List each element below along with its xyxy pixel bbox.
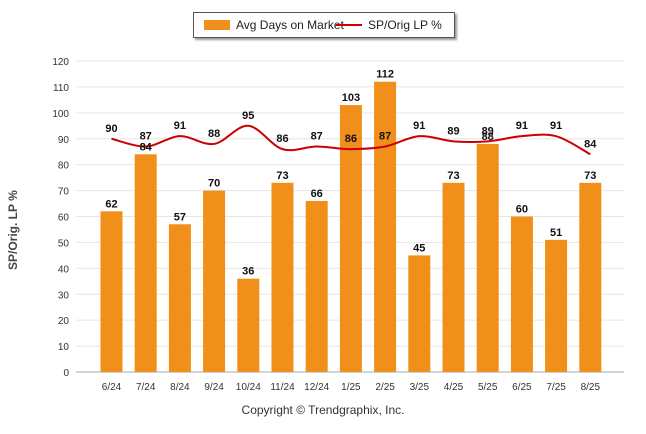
y-axis: 0 10 20 30 40 50 60 70 80 90 100 110 120 — [52, 57, 69, 379]
bar-series — [100, 81, 602, 372]
y-tick-label: 80 — [58, 161, 70, 172]
x-tick-label: 4/25 — [444, 382, 464, 393]
y-tick-label: 30 — [58, 290, 70, 301]
y-tick-label: 40 — [58, 264, 70, 275]
x-tick-label: 5/25 — [478, 382, 498, 393]
x-tick-label: 7/25 — [546, 382, 566, 393]
y-tick-label: 50 — [58, 238, 70, 249]
y-axis-title: SP/Orig. LP % — [6, 190, 20, 270]
bar-data-label: 84 — [140, 141, 153, 153]
x-tick-label: 12/24 — [304, 382, 329, 393]
line-data-label: 89 — [482, 125, 494, 137]
bar-data-label: 73 — [447, 170, 459, 182]
bar — [408, 255, 431, 372]
bar-data-label: 57 — [174, 211, 186, 223]
y-tick-label: 20 — [58, 316, 70, 327]
x-tick-label: 10/24 — [236, 382, 261, 393]
legend-item-line[interactable]: SP/Orig LP % — [336, 17, 442, 33]
x-tick-label: 8/24 — [170, 382, 190, 393]
line-data-label: 91 — [550, 120, 562, 132]
bar-data-label: 103 — [342, 92, 360, 104]
line-data-label: 95 — [242, 110, 254, 122]
line-data-label: 87 — [311, 131, 323, 143]
bar-data-label: 66 — [311, 188, 323, 200]
x-axis: 6/24 7/24 8/24 9/24 10/24 11/24 12/24 1/25 2/25 3… — [102, 382, 601, 393]
legend-swatch-line — [336, 24, 362, 26]
y-tick-label: 120 — [52, 57, 69, 68]
y-tick-label: 10 — [58, 342, 70, 353]
legend-label-bar: Avg Days on Market — [236, 18, 344, 32]
line-path — [111, 124, 591, 156]
bar-data-label: 73 — [276, 170, 288, 182]
bar-data-label: 70 — [208, 178, 220, 190]
bar-data-label: 62 — [105, 198, 117, 210]
bar — [168, 224, 191, 372]
x-tick-label: 1/25 — [341, 382, 361, 393]
legend-label-line: SP/Orig LP % — [368, 18, 442, 32]
bar — [476, 143, 499, 372]
data-labels: 62 84 57 70 36 73 66 103 112 45 73 88 60 51 73 90 87 91 88… — [105, 69, 597, 278]
bar-data-label: 36 — [242, 266, 254, 278]
y-tick-label: 0 — [63, 368, 69, 379]
line-data-label: 91 — [174, 120, 186, 132]
bar — [510, 216, 533, 372]
x-tick-label: 9/24 — [204, 382, 224, 393]
line-data-label: 88 — [208, 128, 220, 140]
bar-data-label: 112 — [376, 69, 394, 81]
bar — [545, 239, 568, 372]
x-tick-label: 6/25 — [512, 382, 532, 393]
legend-swatch-bar — [204, 20, 230, 30]
y-tick-label: 60 — [58, 213, 70, 224]
bar — [305, 200, 328, 372]
bar — [134, 154, 157, 372]
line-data-label: 84 — [584, 138, 597, 150]
x-tick-label: 7/24 — [136, 382, 156, 393]
bar — [442, 182, 465, 372]
x-tick-label: 2/25 — [375, 382, 395, 393]
bar-data-label: 88 — [482, 131, 494, 143]
x-tick-label: 6/24 — [102, 382, 122, 393]
bar-data-label: 51 — [550, 227, 562, 239]
legend-item-bar[interactable]: Avg Days on Market — [204, 17, 344, 33]
y-tick-label: 100 — [52, 109, 69, 120]
line-series — [111, 124, 591, 156]
bar — [100, 211, 123, 372]
copyright-text: Copyright © Trendgraphix, Inc. — [241, 403, 405, 417]
bar — [579, 182, 602, 372]
legend: Avg Days on Market SP/Orig LP % — [193, 12, 455, 38]
line-data-label: 87 — [379, 131, 391, 143]
line-data-label: 90 — [105, 123, 117, 135]
bar — [237, 278, 260, 372]
bar — [374, 81, 397, 372]
y-tick-label: 70 — [58, 187, 70, 198]
bar-data-label: 73 — [584, 170, 596, 182]
y-tick-label: 110 — [53, 83, 69, 94]
bar — [339, 105, 362, 372]
line-data-label: 91 — [413, 120, 425, 132]
line-data-label: 87 — [140, 131, 152, 143]
line-data-label: 86 — [345, 133, 357, 145]
line-data-label: 86 — [276, 133, 288, 145]
bar — [203, 190, 226, 372]
bar-data-label: 60 — [516, 204, 528, 216]
line-data-label: 89 — [447, 125, 459, 137]
x-tick-label: 11/24 — [270, 382, 295, 393]
y-tick-label: 90 — [58, 135, 70, 146]
bar — [271, 182, 294, 372]
x-tick-label: 3/25 — [410, 382, 430, 393]
bar-data-label: 45 — [413, 242, 425, 254]
line-data-label: 91 — [516, 120, 528, 132]
x-tick-label: 8/25 — [581, 382, 601, 393]
